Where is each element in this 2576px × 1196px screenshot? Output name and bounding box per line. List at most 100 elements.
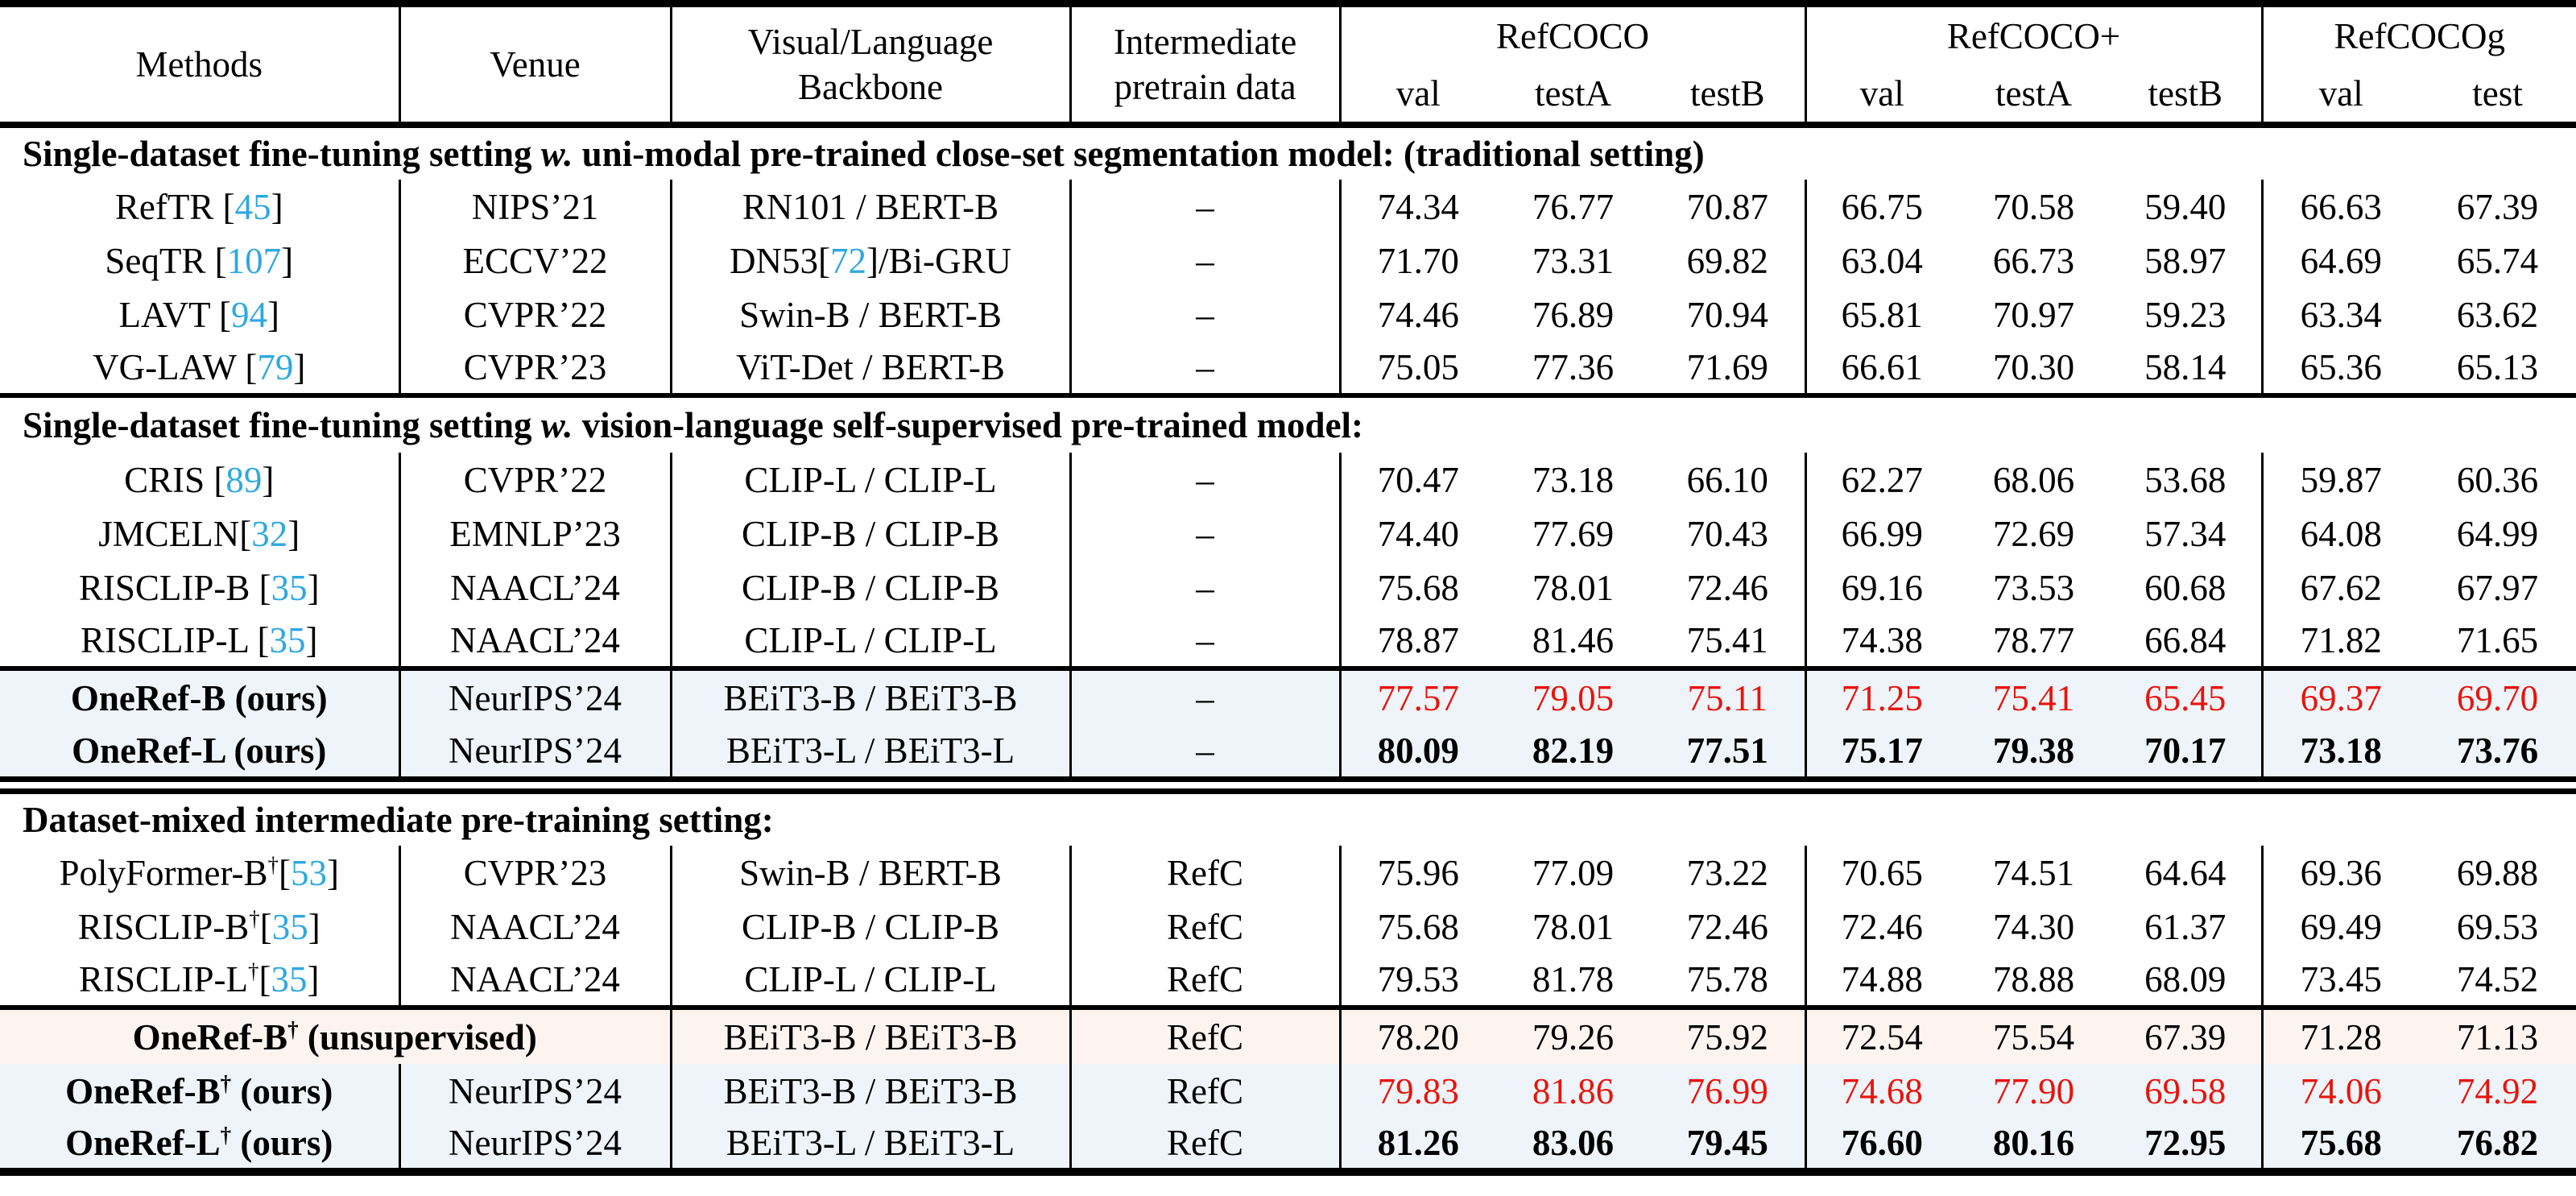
method-cell: PolyFormer-B†[53] <box>0 846 399 900</box>
citation-link[interactable]: 45 <box>234 186 271 227</box>
venue-cell: CVPR’22 <box>398 453 671 507</box>
backbone-cell: RN101 / BERT-B <box>669 180 1070 234</box>
pretrain-data-cell: – <box>1069 671 1340 725</box>
value-cell: 75.96 <box>1338 846 1495 900</box>
citation-link[interactable]: 89 <box>225 459 263 500</box>
text-segment: uni-modal pre-trained close-set segmenta… <box>573 134 1705 174</box>
text-segment: [ <box>259 906 272 947</box>
section-header-row: Dataset-mixed intermediate pre-training … <box>0 791 2576 846</box>
citation-link[interactable]: 53 <box>291 852 328 893</box>
value-cell: 73.31 <box>1532 240 1615 281</box>
subcol-refcoco-plus-val: val <box>1804 65 1958 128</box>
value-cell: 72.46 <box>1686 567 1768 608</box>
value-cell: 64.99 <box>2456 513 2539 554</box>
citation-link[interactable]: 35 <box>271 567 308 608</box>
value-cell: 65.13 <box>2456 347 2539 387</box>
value-cell: 71.82 <box>2260 615 2420 668</box>
value-cell: 73.18 <box>2260 725 2420 779</box>
text-segment: JMCELN[ <box>98 513 252 554</box>
value-cell: 77.09 <box>1532 852 1615 893</box>
value-cell: 69.36 <box>2260 846 2420 900</box>
text-segment: [ <box>258 959 271 999</box>
backbone-cell: Swin-B / BERT-B <box>669 846 1070 900</box>
value-cell: 78.77 <box>1992 620 2075 660</box>
table-row: RefTR [45] NIPS’21 RN101 / BERT-B –74.34 76.… <box>0 180 2576 234</box>
backbone-cell: BEiT3-B / BEiT3-B <box>669 1010 1070 1064</box>
method-cell: RISCLIP-L†[35] <box>0 954 399 1008</box>
method-cell: OneRef-B† (unsupervised) <box>0 1010 671 1064</box>
backbone-cell: CLIP-B / CLIP-B <box>669 561 1070 615</box>
backbone-cell: CLIP-B / CLIP-B <box>669 507 1070 561</box>
citation-link[interactable]: 94 <box>231 294 268 335</box>
method-cell: RISCLIP-B†[35] <box>0 900 399 954</box>
value-cell: 70.47 <box>1338 453 1495 507</box>
value-cell: 76.77 <box>1532 186 1615 227</box>
citation-link[interactable]: 107 <box>226 240 282 281</box>
method-cell: OneRef-L† (ours) <box>0 1118 399 1172</box>
value-cell: 65.74 <box>2456 240 2539 281</box>
value-cell: 74.38 <box>1804 615 1958 668</box>
table-row: RISCLIP-L†[35] NAACL’24 CLIP-L / CLIP-L Ref… <box>0 954 2576 1008</box>
value-cell: 77.57 <box>1338 671 1495 725</box>
method-cell: LAVT [94] <box>0 288 399 341</box>
value-cell: 74.34 <box>1338 180 1495 234</box>
subcol-refcoco-plus-testa: testA <box>1958 65 2111 128</box>
value-cell: 75.68 <box>1338 561 1495 615</box>
value-cell: 71.13 <box>2419 1010 2576 1064</box>
pretrain-data-cell: RefC <box>1069 954 1340 1008</box>
table-row: OneRef-B (ours) NeurIPS’24 BEiT3-B / BEiT3… <box>0 671 2576 725</box>
text-segment: ] <box>267 294 280 335</box>
value-cell: 66.63 <box>2260 180 2420 234</box>
value-cell: 72.46 <box>1686 906 1768 947</box>
text-segment: OneRef-B (ours) <box>70 677 328 718</box>
value-cell: 79.05 <box>1495 671 1651 725</box>
value-cell: 72.54 <box>1804 1010 1958 1064</box>
section-header-row: Single-dataset fine-tuning setting w. un… <box>0 125 2576 180</box>
citation-link[interactable]: 35 <box>269 620 306 660</box>
value-cell: 72.46 <box>1804 900 1958 954</box>
venue-cell: NeurIPS’24 <box>398 725 671 779</box>
value-cell: 70.94 <box>1686 294 1768 335</box>
dagger-superscript: † <box>287 1016 299 1041</box>
citation-link[interactable]: 72 <box>829 240 866 281</box>
value-cell: 66.75 <box>1804 180 1958 234</box>
citation-link[interactable]: 32 <box>251 513 288 554</box>
value-cell: 76.99 <box>1651 1064 1806 1118</box>
text-segment: RISCLIP-L <box>78 959 248 999</box>
citation-link[interactable]: 35 <box>271 906 308 947</box>
value-cell: 81.46 <box>1532 620 1615 660</box>
value-cell: 70.97 <box>1992 294 2075 335</box>
pretrain-data-cell: RefC <box>1069 846 1340 900</box>
text-segment: ] <box>271 186 283 227</box>
value-cell: 70.17 <box>2110 725 2263 779</box>
header-row-groups: Methods Venue Visual/Language Backbone I… <box>0 0 2576 128</box>
text-segment: RISCLIP-B <box>77 906 250 947</box>
method-cell: RISCLIP-B [35] <box>0 561 399 615</box>
value-cell: 66.10 <box>1686 459 1768 500</box>
horizontal-rule-double <box>0 776 2576 794</box>
citation-link[interactable]: 79 <box>257 347 294 387</box>
horizontal-rule-bottom <box>0 1168 2576 1180</box>
pretrain-data-cell: – <box>1069 615 1340 668</box>
venue-cell: CVPR’23 <box>398 341 671 395</box>
value-cell: 69.16 <box>1804 561 1958 615</box>
subcol-refcoco-val: val <box>1338 65 1495 128</box>
pretrain-data-cell: – <box>1069 288 1340 341</box>
value-cell: 76.89 <box>1532 294 1615 335</box>
value-cell: 75.92 <box>1651 1010 1806 1064</box>
value-cell: 73.22 <box>1686 852 1768 893</box>
value-cell: 79.53 <box>1338 954 1495 1008</box>
col-header-methods: Methods <box>0 0 399 128</box>
value-cell: 69.88 <box>2456 852 2539 893</box>
text-segment: RISCLIP-L [ <box>80 620 270 660</box>
method-cell: SeqTR [107] <box>0 234 399 288</box>
venue-cell: ECCV’22 <box>398 234 671 288</box>
text-segment: ] <box>327 852 340 893</box>
value-cell: 75.41 <box>1958 671 2111 725</box>
value-cell: 78.87 <box>1338 615 1495 668</box>
citation-link[interactable]: 35 <box>271 959 308 999</box>
text-segment: VG-LAW [ <box>93 347 258 387</box>
value-cell: 53.68 <box>2144 459 2227 500</box>
value-cell: 65.45 <box>2110 671 2263 725</box>
venue-cell: NAACL’24 <box>398 954 671 1008</box>
